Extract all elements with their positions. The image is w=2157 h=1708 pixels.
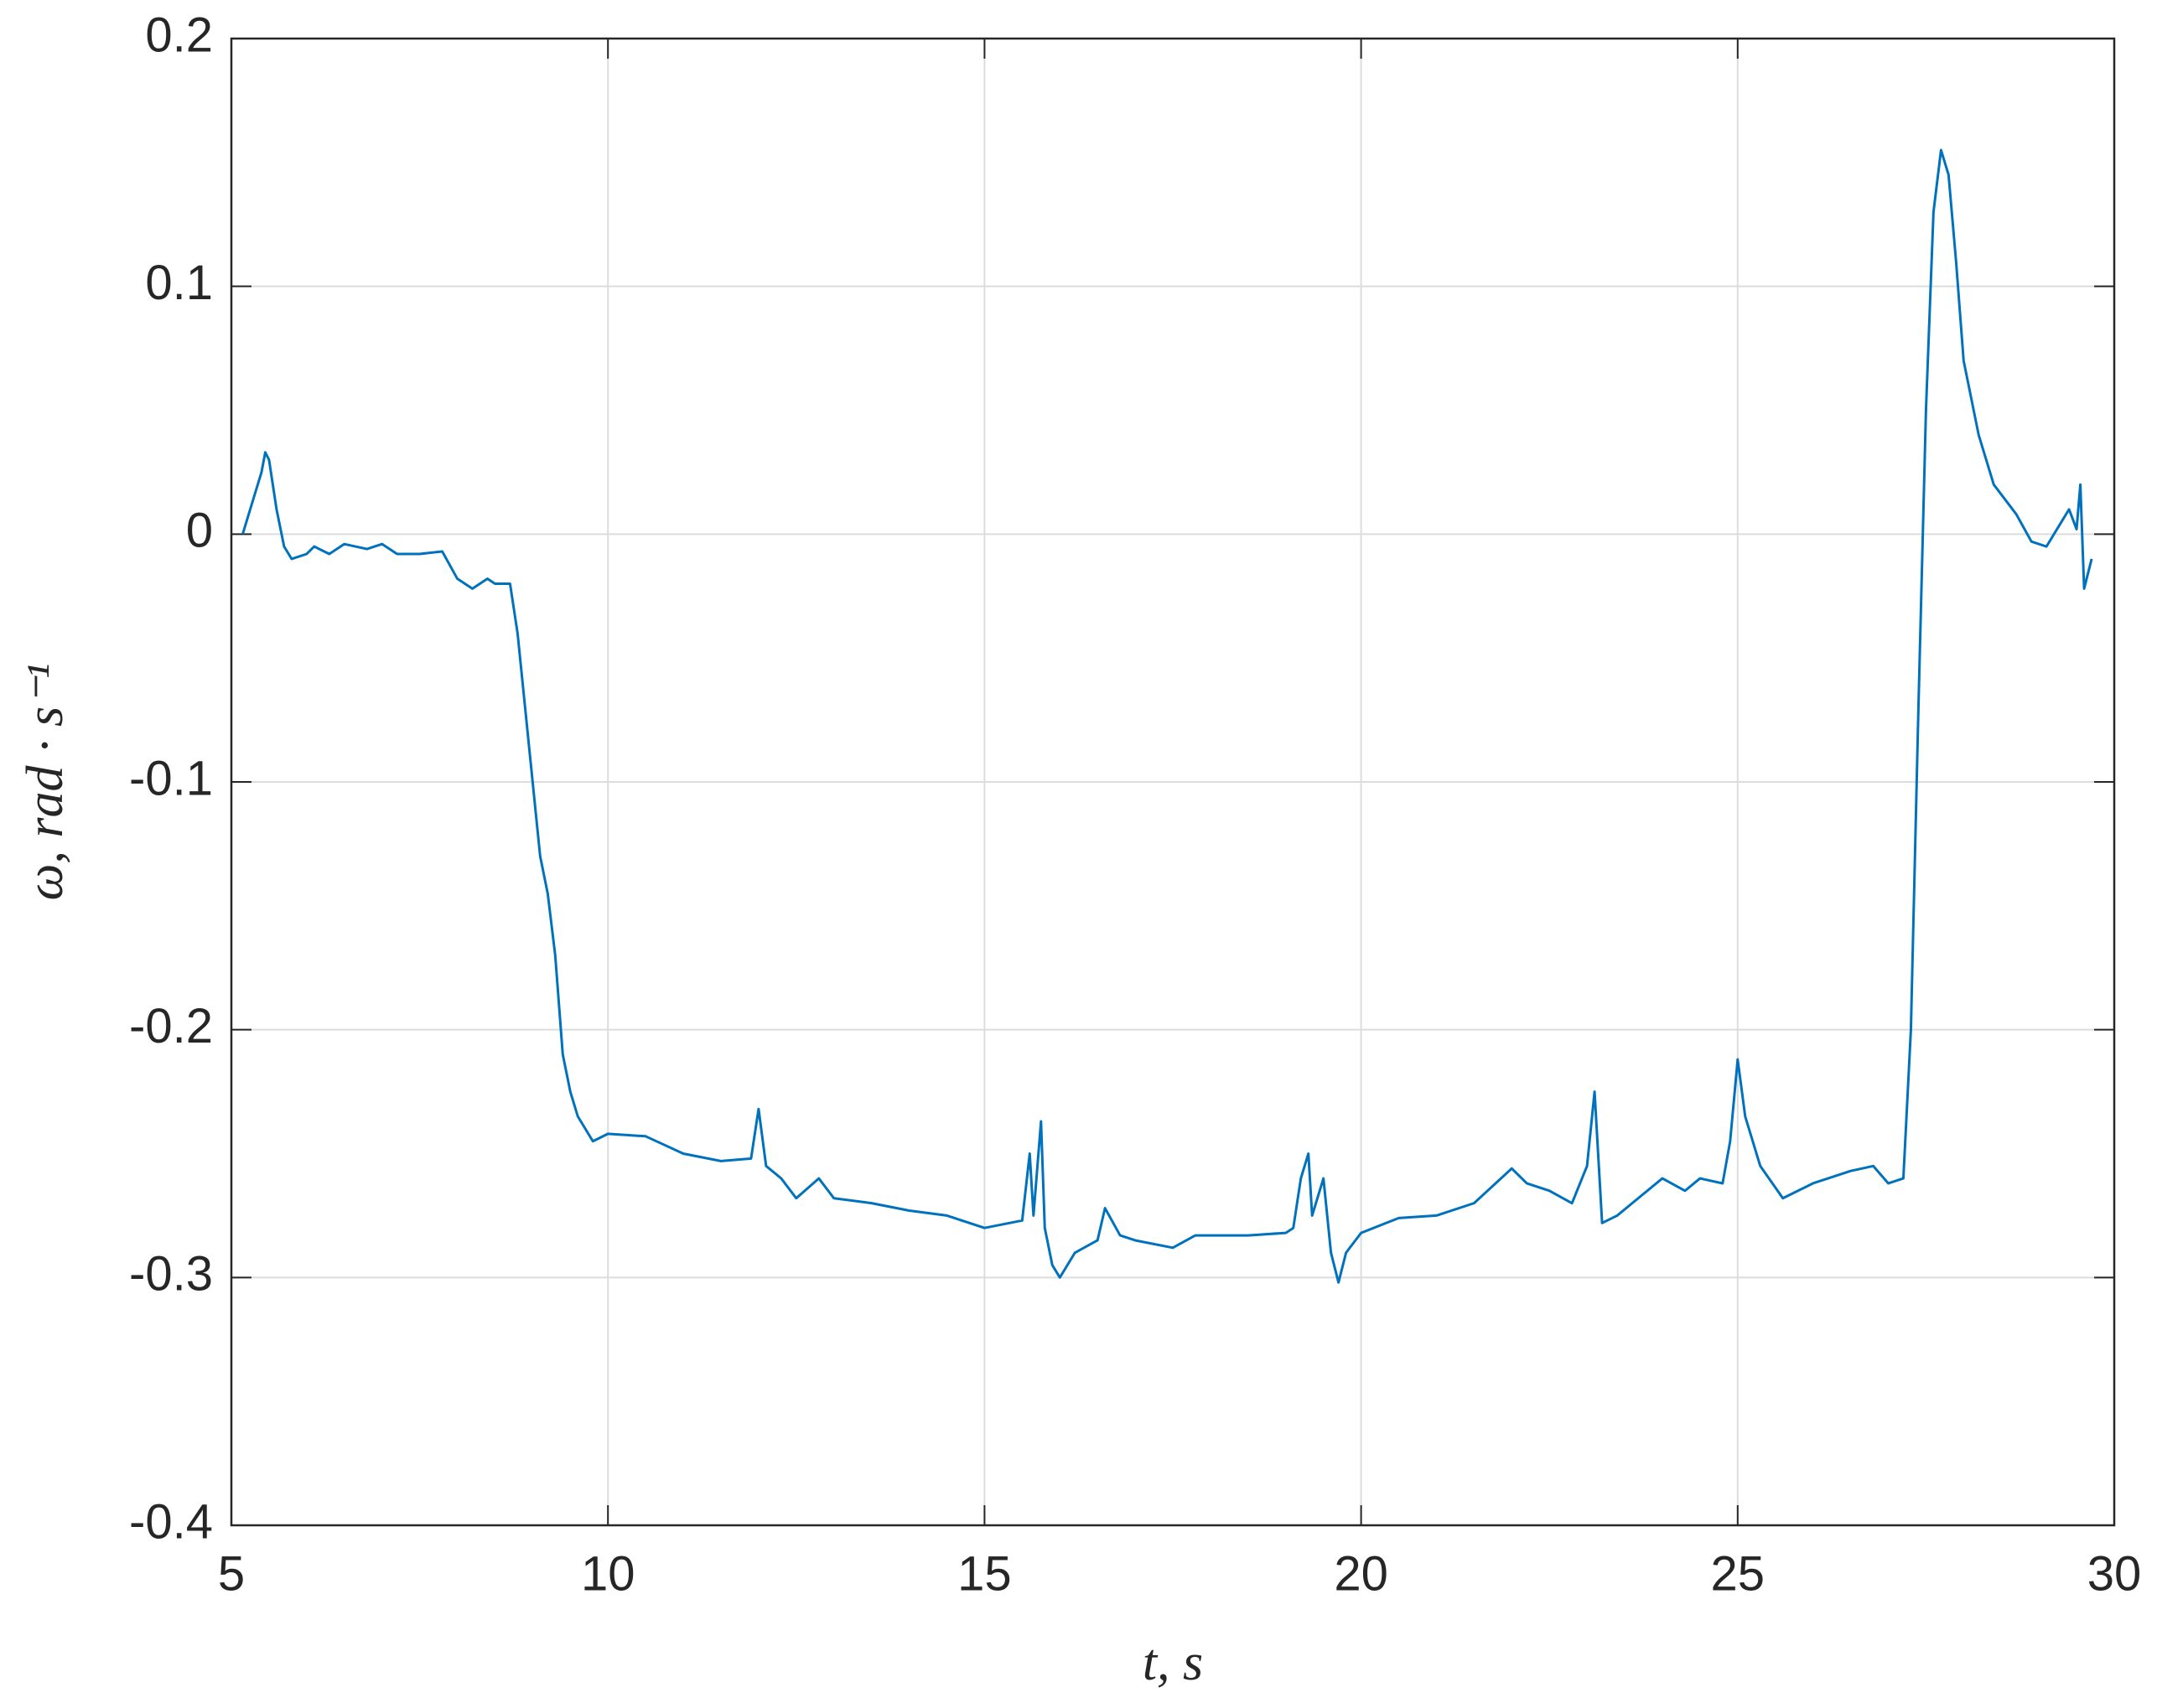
x-tick-label: 15 — [957, 1546, 1012, 1601]
y-tick-label: 0.2 — [145, 8, 213, 62]
y-axis-label: ω, rad · s⁻¹ — [17, 664, 74, 901]
x-tick-label: 5 — [218, 1546, 245, 1601]
x-tick-label: 10 — [581, 1546, 635, 1601]
y-tick-label: -0.2 — [129, 999, 213, 1053]
y-tick-label: -0.4 — [129, 1494, 213, 1549]
x-tick-label: 30 — [2087, 1546, 2142, 1601]
plot-frame — [230, 37, 2116, 1527]
y-tick-label: 0.1 — [145, 256, 213, 310]
y-tick-label: -0.3 — [129, 1247, 213, 1302]
y-tick-label: 0 — [186, 504, 213, 558]
data-line — [241, 148, 2093, 1284]
y-tick-label: -0.1 — [129, 751, 213, 805]
x-axis-label: t, s — [1143, 1634, 1203, 1691]
x-tick-label: 20 — [1334, 1546, 1388, 1601]
x-tick-label: 25 — [1711, 1546, 1766, 1601]
